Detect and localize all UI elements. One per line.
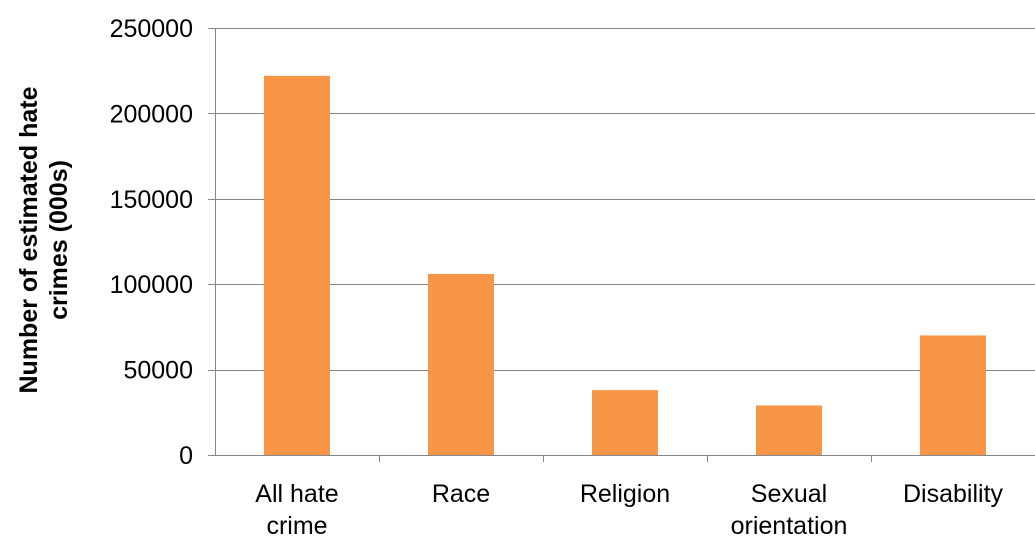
y-axis-title: Number of estimated hatecrimes (000s) [15,86,73,393]
y-tick-label: 100000 [110,271,193,299]
x-tick-label: All hate [255,480,338,508]
y-tick-label: 50000 [123,357,193,385]
y-tick-label: 150000 [110,186,193,214]
x-tick-label: Religion [580,480,670,508]
x-tick-labels: All hate crime Race Religion Sexual orientati… [255,480,1003,537]
bars [264,75,986,455]
x-tick-label: Race [432,480,490,508]
y-tick-label: 200000 [110,100,193,128]
axes [208,28,1035,462]
x-tick-label: crime [266,512,327,537]
y-tick-label: 0 [179,442,193,470]
bar-religion [592,390,658,455]
bar-race [428,273,494,455]
x-tick-label: Disability [903,480,1004,508]
x-tick-label: Sexual [751,480,827,508]
x-tick-label: orientation [731,512,848,537]
y-tick-label: 250000 [110,15,193,43]
bar-sexual-orientation [756,405,822,455]
bar-all-hate-crime [264,75,330,455]
y-tick-labels: 0 50000 100000 150000 200000 250000 [110,15,193,470]
gridlines [215,28,1035,371]
bar-disability [920,335,986,455]
